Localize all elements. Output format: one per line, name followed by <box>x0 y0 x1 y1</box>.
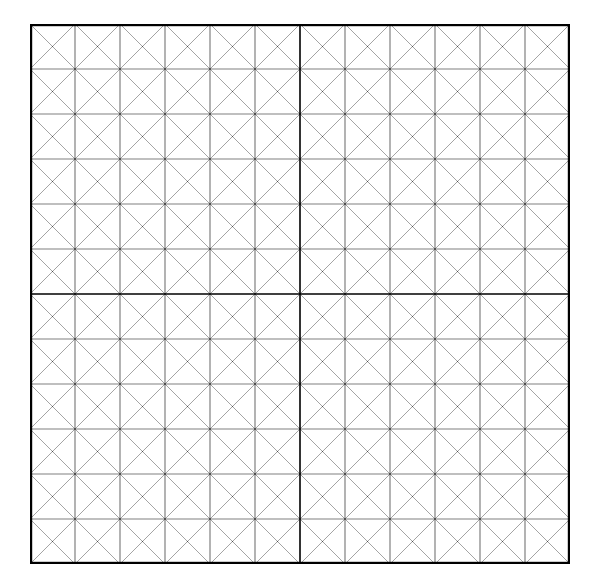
diagonal-grid <box>30 24 570 564</box>
